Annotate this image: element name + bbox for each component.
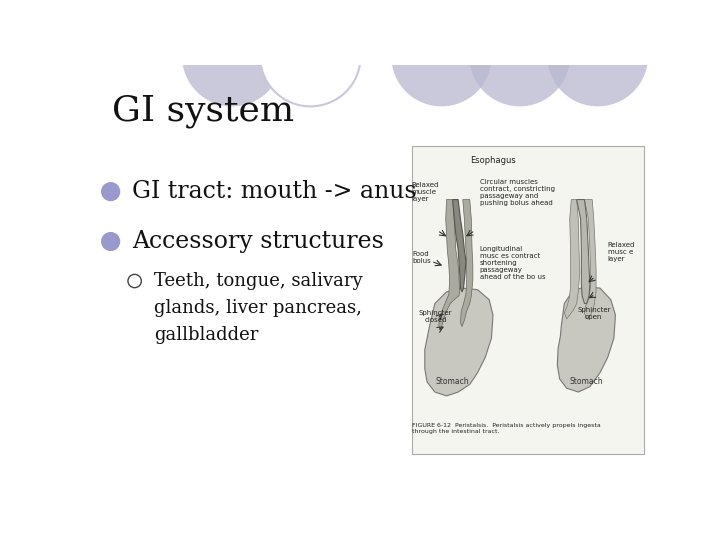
Polygon shape	[453, 200, 466, 292]
Text: Sphincter
closed: Sphincter closed	[419, 309, 452, 323]
Text: Relaxed
muscle
layer: Relaxed muscle layer	[412, 182, 439, 202]
Text: gallbladder: gallbladder	[154, 326, 258, 344]
Polygon shape	[425, 288, 493, 396]
Ellipse shape	[469, 6, 570, 106]
Text: Sphincter
open: Sphincter open	[577, 307, 611, 320]
Ellipse shape	[547, 6, 648, 106]
FancyBboxPatch shape	[412, 146, 644, 454]
Polygon shape	[557, 287, 616, 392]
Ellipse shape	[102, 233, 120, 251]
Polygon shape	[438, 200, 459, 330]
Text: Stomach: Stomach	[570, 377, 603, 386]
Text: Stomach: Stomach	[436, 377, 469, 386]
Text: Longitudinal
musc es contract
shortening
passageway
ahead of the bo us: Longitudinal musc es contract shortening…	[480, 246, 546, 280]
Polygon shape	[577, 200, 590, 303]
Text: Accessory structures: Accessory structures	[132, 230, 384, 253]
Polygon shape	[585, 200, 596, 319]
Text: Food
bolus: Food bolus	[413, 251, 431, 264]
Polygon shape	[461, 200, 473, 327]
Ellipse shape	[128, 274, 141, 288]
Ellipse shape	[102, 183, 120, 200]
Polygon shape	[564, 200, 580, 319]
Text: Circular muscles
contract, constricting
passageway and
pushing bolus ahead: Circular muscles contract, constricting …	[480, 179, 555, 206]
Text: GI system: GI system	[112, 94, 294, 128]
Text: glands, liver pancreas,: glands, liver pancreas,	[154, 299, 362, 317]
Text: Relaxed
musc e
layer: Relaxed musc e layer	[608, 242, 635, 262]
Text: Teeth, tongue, salivary: Teeth, tongue, salivary	[154, 272, 363, 290]
Text: FIGURE 6-12  Peristalsis.  Peristalsis actively propels ingesta
through the inte: FIGURE 6-12 Peristalsis. Peristalsis act…	[412, 423, 600, 434]
Ellipse shape	[260, 6, 361, 106]
Text: Esophagus: Esophagus	[469, 156, 516, 165]
Ellipse shape	[392, 6, 492, 106]
Text: GI tract: mouth -> anus: GI tract: mouth -> anus	[132, 180, 416, 203]
Ellipse shape	[182, 6, 282, 106]
